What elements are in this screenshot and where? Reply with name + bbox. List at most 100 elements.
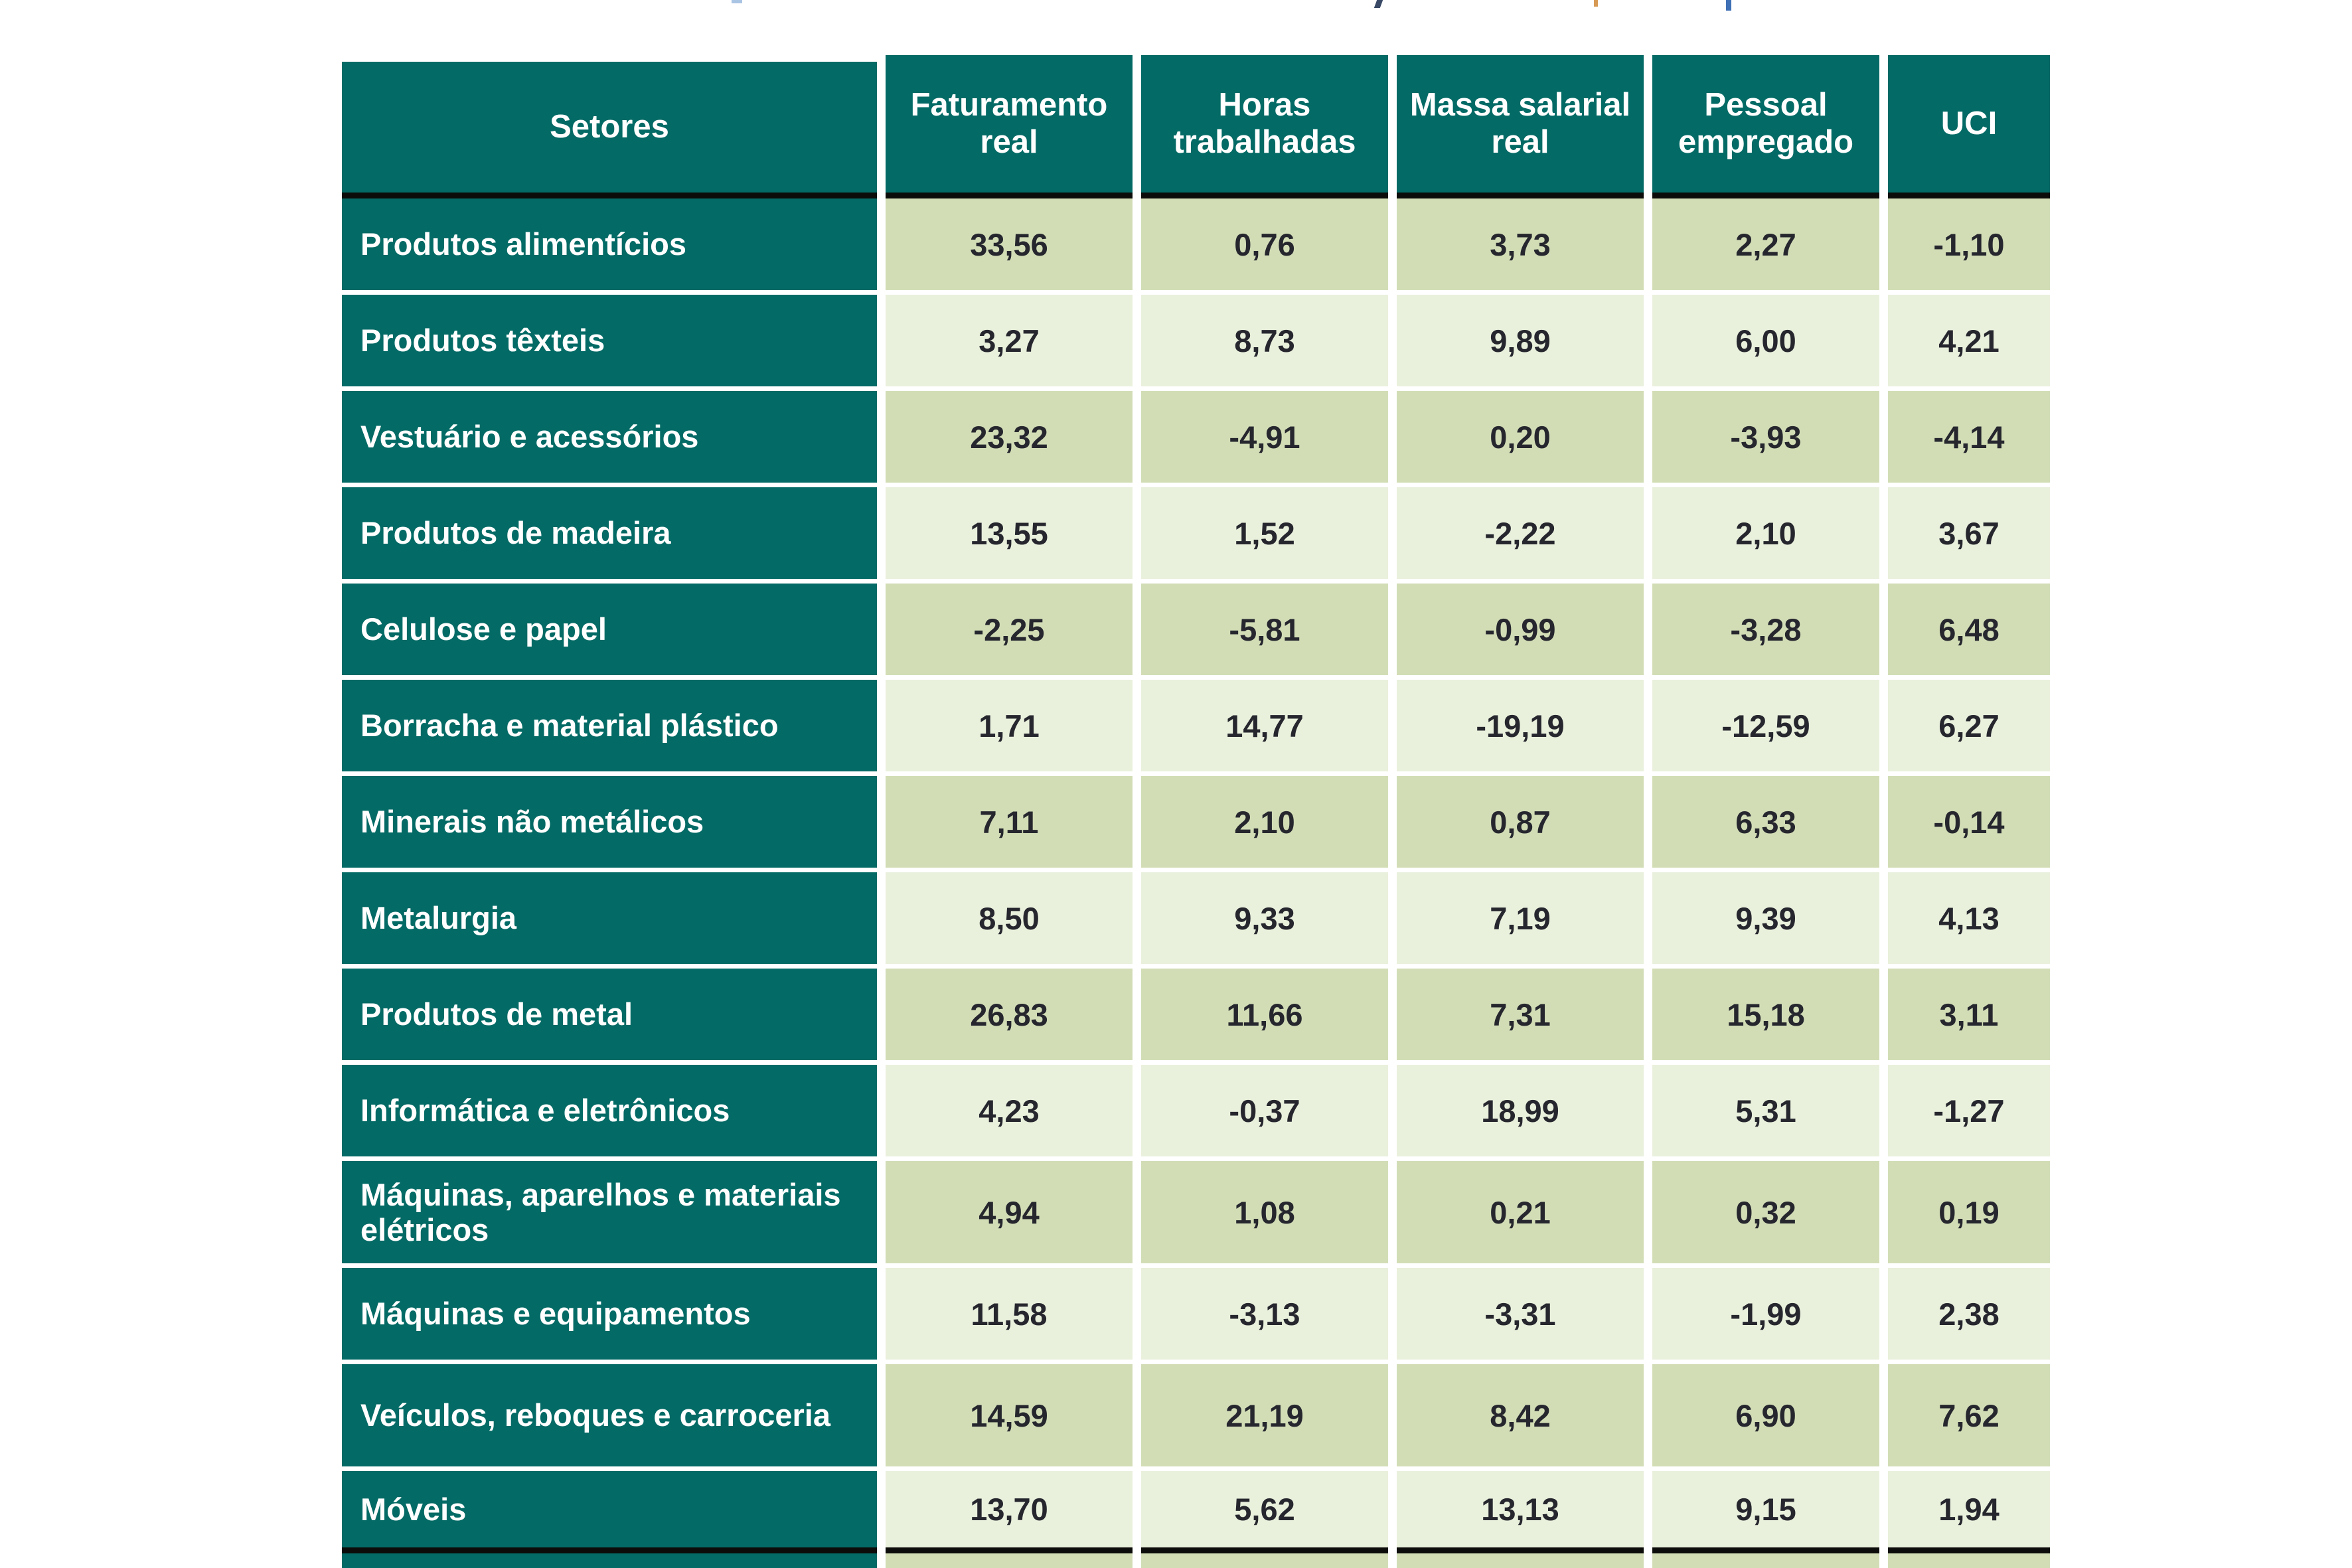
sector-name: Produtos de madeira bbox=[360, 515, 671, 551]
value-cell: -0,99 bbox=[1397, 584, 1644, 680]
sector-name-cell: Informática e eletrônicos bbox=[342, 1065, 877, 1161]
value-cell: 11,58 bbox=[886, 1268, 1133, 1364]
sector-name: Produtos têxteis bbox=[360, 323, 605, 358]
sectors-table: Setores Faturamento real Horas trabalhad… bbox=[342, 55, 2050, 1568]
value-cell: -3,93 bbox=[1652, 391, 1879, 487]
sector-name: Produtos alimentícios bbox=[360, 226, 686, 262]
value-cell: 21,19 bbox=[1141, 1364, 1388, 1471]
partial-row-value-cell bbox=[1652, 1553, 1879, 1568]
sector-name: Móveis bbox=[360, 1491, 467, 1527]
value-cell: 23,32 bbox=[886, 391, 1133, 487]
sector-name: Máquinas e equipamentos bbox=[360, 1296, 751, 1332]
sector-name-cell: Veículos, reboques e carroceria bbox=[342, 1364, 877, 1471]
value-cell: 2,38 bbox=[1888, 1268, 2050, 1364]
value-cell: -3,13 bbox=[1141, 1268, 1388, 1364]
value-cell: 11,66 bbox=[1141, 969, 1388, 1065]
column-header-pessoal-empregado: Pessoal empregado bbox=[1652, 55, 1879, 198]
value-cell: -12,59 bbox=[1652, 680, 1879, 776]
value-cell: 4,21 bbox=[1888, 295, 2050, 391]
sector-name-cell: Produtos de madeira bbox=[342, 487, 877, 584]
value-cell: -2,25 bbox=[886, 584, 1133, 680]
sector-name: Produtos de metal bbox=[360, 996, 633, 1032]
sector-name: Celulose e papel bbox=[360, 611, 607, 647]
value-cell: -1,27 bbox=[1888, 1065, 2050, 1161]
column-header-setores: Setores bbox=[342, 62, 877, 198]
clipped-title-fragment bbox=[1726, 0, 1731, 11]
partial-row-value-cell bbox=[886, 1553, 1133, 1568]
value-cell: 4,13 bbox=[1888, 872, 2050, 969]
value-cell: 3,11 bbox=[1888, 969, 2050, 1065]
value-cell: 7,62 bbox=[1888, 1364, 2050, 1471]
sector-name: Metalurgia bbox=[360, 900, 517, 936]
value-cell: 4,23 bbox=[886, 1065, 1133, 1161]
column-header-label: Horas trabalhadas bbox=[1173, 86, 1356, 160]
sector-name: Máquinas, aparelhos e materiais elétrico… bbox=[360, 1176, 841, 1247]
value-cell: 7,19 bbox=[1397, 872, 1644, 969]
value-cell: -19,19 bbox=[1397, 680, 1644, 776]
value-cell: -5,81 bbox=[1141, 584, 1388, 680]
value-cell: 8,73 bbox=[1141, 295, 1388, 391]
column-header-massa-salarial-real: Massa salarial real bbox=[1397, 55, 1644, 198]
value-cell: -2,22 bbox=[1397, 487, 1644, 584]
value-cell: 3,27 bbox=[886, 295, 1133, 391]
sector-name-cell: Máquinas, aparelhos e materiais elétrico… bbox=[342, 1161, 877, 1268]
value-cell: 33,56 bbox=[886, 198, 1133, 295]
value-cell: 2,27 bbox=[1652, 198, 1879, 295]
partial-row-sector-cell bbox=[342, 1553, 877, 1568]
sector-name: Informática e eletrônicos bbox=[360, 1093, 730, 1129]
value-cell: 0,32 bbox=[1652, 1161, 1879, 1268]
sector-name-cell: Produtos têxteis bbox=[342, 295, 877, 391]
value-cell: 2,10 bbox=[1141, 776, 1388, 872]
value-cell: 4,94 bbox=[886, 1161, 1133, 1268]
clipped-title-fragment bbox=[732, 0, 742, 3]
partial-row-value-cell bbox=[1141, 1553, 1388, 1568]
sector-name-cell: Borracha e material plástico bbox=[342, 680, 877, 776]
value-cell: 1,94 bbox=[1888, 1471, 2050, 1553]
value-cell: 0,76 bbox=[1141, 198, 1388, 295]
sector-name-cell: Vestuário e acessórios bbox=[342, 391, 877, 487]
value-cell: 14,59 bbox=[886, 1364, 1133, 1471]
column-header-horas-trabalhadas: Horas trabalhadas bbox=[1141, 55, 1388, 198]
value-cell: -4,91 bbox=[1141, 391, 1388, 487]
clipped-title-fragment bbox=[1594, 0, 1598, 7]
sector-name: Vestuário e acessórios bbox=[360, 419, 699, 455]
column-header-label: Massa salarial real bbox=[1409, 86, 1631, 160]
column-header-label: UCI bbox=[1940, 105, 1998, 141]
column-header-faturamento-real: Faturamento real bbox=[886, 55, 1133, 198]
sector-name-cell: Produtos de metal bbox=[342, 969, 877, 1065]
value-cell: 5,62 bbox=[1141, 1471, 1388, 1553]
value-cell: 7,11 bbox=[886, 776, 1133, 872]
value-cell: 15,18 bbox=[1652, 969, 1879, 1065]
value-cell: 8,42 bbox=[1397, 1364, 1644, 1471]
value-cell: 14,77 bbox=[1141, 680, 1388, 776]
value-cell: 26,83 bbox=[886, 969, 1133, 1065]
value-cell: 9,33 bbox=[1141, 872, 1388, 969]
value-cell: 6,90 bbox=[1652, 1364, 1879, 1471]
sector-name-cell: Celulose e papel bbox=[342, 584, 877, 680]
value-cell: 0,87 bbox=[1397, 776, 1644, 872]
value-cell: 9,39 bbox=[1652, 872, 1879, 969]
value-cell: 1,71 bbox=[886, 680, 1133, 776]
value-cell: 9,89 bbox=[1397, 295, 1644, 391]
column-header-uci: UCI bbox=[1888, 55, 2050, 198]
value-cell: -4,14 bbox=[1888, 391, 2050, 487]
value-cell: -0,14 bbox=[1888, 776, 2050, 872]
column-header-label: Faturamento real bbox=[910, 86, 1108, 160]
value-cell: 2,10 bbox=[1652, 487, 1879, 584]
clipped-title-fragment bbox=[1373, 0, 1383, 8]
value-cell: 1,52 bbox=[1141, 487, 1388, 584]
sector-name-cell: Máquinas e equipamentos bbox=[342, 1268, 877, 1364]
value-cell: 13,70 bbox=[886, 1471, 1133, 1553]
value-cell: 8,50 bbox=[886, 872, 1133, 969]
value-cell: 9,15 bbox=[1652, 1471, 1879, 1553]
value-cell: -3,31 bbox=[1397, 1268, 1644, 1364]
value-cell: 0,19 bbox=[1888, 1161, 2050, 1268]
value-cell: 6,00 bbox=[1652, 295, 1879, 391]
value-cell: 6,48 bbox=[1888, 584, 2050, 680]
value-cell: -1,10 bbox=[1888, 198, 2050, 295]
partial-row-value-cell bbox=[1397, 1553, 1644, 1568]
value-cell: 18,99 bbox=[1397, 1065, 1644, 1161]
column-header-label: Setores bbox=[550, 108, 669, 145]
value-cell: -3,28 bbox=[1652, 584, 1879, 680]
value-cell: 0,20 bbox=[1397, 391, 1644, 487]
